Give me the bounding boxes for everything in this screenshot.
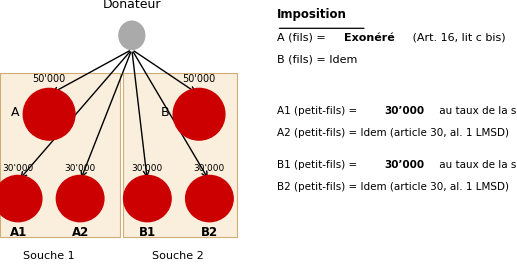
Text: B2 (petit-fils) = Idem (article 30, al. 1 LMSD): B2 (petit-fils) = Idem (article 30, al. … [277, 182, 509, 192]
Ellipse shape [173, 88, 225, 140]
Text: A1: A1 [9, 226, 27, 239]
Ellipse shape [56, 175, 104, 222]
Text: A1 (petit-fils) =: A1 (petit-fils) = [277, 106, 360, 116]
Text: A2: A2 [71, 226, 89, 239]
Text: 30'000: 30'000 [132, 164, 163, 173]
Text: Imposition: Imposition [277, 8, 346, 21]
Text: 30’000: 30’000 [384, 160, 424, 171]
Text: A: A [11, 106, 20, 119]
Text: A2 (petit-fils) = Idem (article 30, al. 1 LMSD): A2 (petit-fils) = Idem (article 30, al. … [277, 128, 509, 138]
Text: B1 (petit-fils) =: B1 (petit-fils) = [277, 160, 360, 171]
Text: Donateur: Donateur [102, 0, 161, 11]
Bar [0, 73, 120, 237]
Ellipse shape [186, 175, 233, 222]
Text: B1: B1 [139, 226, 156, 239]
Text: (Art. 16, lit c bis): (Art. 16, lit c bis) [409, 33, 506, 43]
Ellipse shape [124, 175, 171, 222]
Text: 50'000: 50'000 [33, 74, 66, 84]
Text: B (fils) = Idem: B (fils) = Idem [277, 54, 357, 64]
Text: B: B [161, 106, 170, 119]
Ellipse shape [0, 175, 42, 222]
Text: 50'000: 50'000 [183, 74, 216, 84]
Text: au taux de la souche 1, soit 60’000: au taux de la souche 1, soit 60’000 [436, 106, 517, 116]
Text: Souche 2: Souche 2 [153, 251, 204, 261]
Ellipse shape [119, 21, 145, 50]
Text: 30'000: 30'000 [65, 164, 96, 173]
Text: 30’000: 30’000 [384, 106, 424, 116]
Text: 30'000: 30'000 [3, 164, 34, 173]
Bar [123, 73, 237, 237]
Text: Souche 1: Souche 1 [23, 251, 75, 261]
Ellipse shape [23, 88, 75, 140]
Text: B2: B2 [201, 226, 218, 239]
Text: 30'000: 30'000 [194, 164, 225, 173]
Text: au taux de la souche 2, soit 60’000: au taux de la souche 2, soit 60’000 [436, 160, 517, 171]
Text: Exonéré: Exonéré [344, 33, 395, 43]
Text: A (fils) =: A (fils) = [277, 33, 329, 43]
